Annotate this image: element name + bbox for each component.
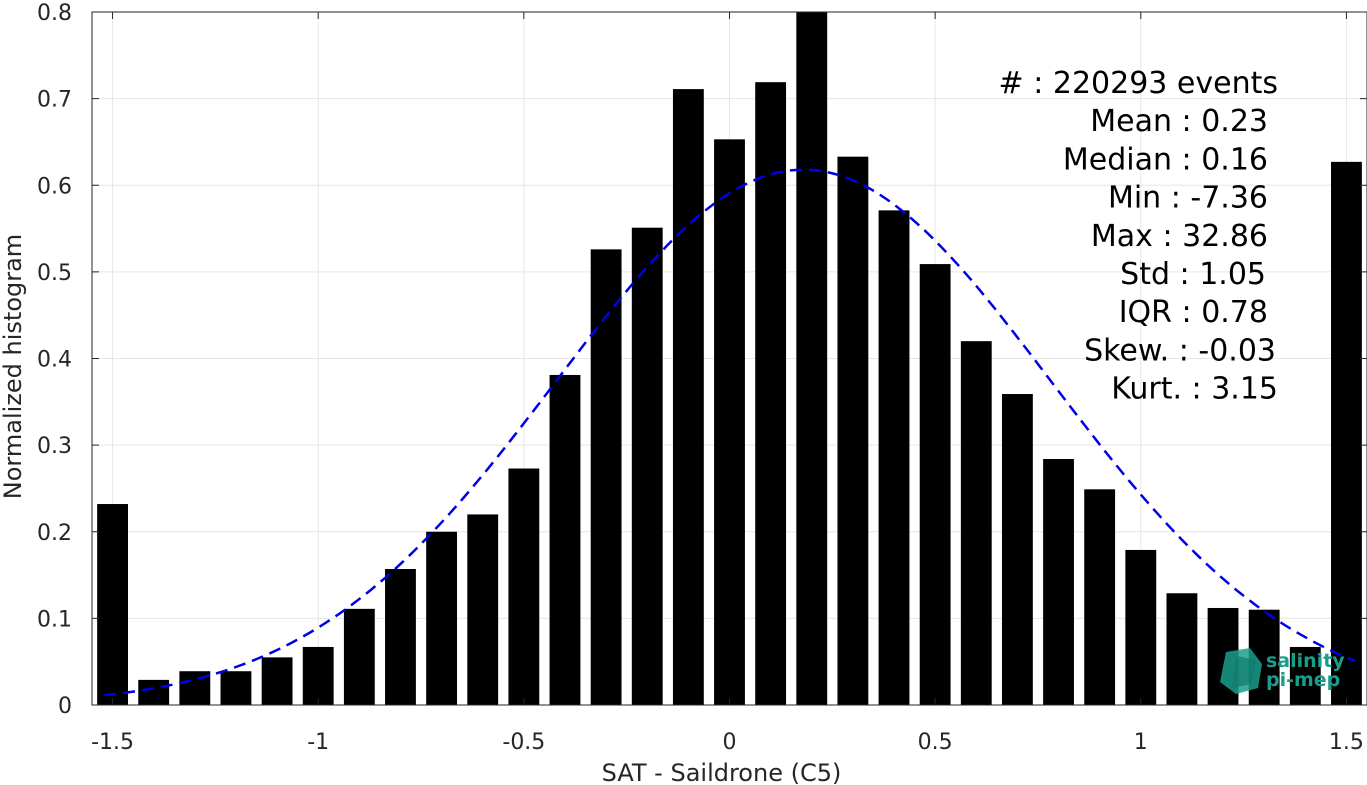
histogram-bar	[1125, 549, 1157, 705]
histogram-bar	[138, 679, 170, 705]
x-axis-ticks: -1.5 -1 -0.5 0 0.5 1 1.5	[91, 12, 1364, 755]
histogram-bar	[467, 514, 499, 705]
histogram-bar	[549, 374, 581, 705]
y-tick-label: 0	[58, 694, 72, 719]
histogram-bar	[508, 468, 540, 705]
histogram-bar	[631, 227, 663, 706]
stats-line: Min : -7.36	[1108, 181, 1268, 216]
salinity-pi-mep-logo: salinity pi-mep	[1220, 648, 1345, 694]
histogram-bar	[1331, 161, 1362, 705]
histogram-bar	[1166, 593, 1198, 705]
x-axis-label: SAT - Saildrone (C5)	[602, 759, 842, 785]
histogram-bar	[1043, 458, 1074, 705]
y-tick-label: 0.5	[37, 261, 72, 286]
y-tick-label: 0.4	[37, 348, 72, 373]
histogram-bar	[878, 210, 910, 705]
histogram-bar	[672, 89, 704, 705]
stats-line: Max : 32.86	[1091, 219, 1268, 254]
x-tick-label: 0.5	[918, 730, 953, 755]
histogram-bar	[220, 671, 252, 705]
stats-line: Median : 0.16	[1063, 142, 1268, 177]
histogram-bar	[343, 608, 375, 705]
histogram-bar	[796, 12, 828, 705]
x-tick-label: 0	[723, 730, 737, 755]
x-tick-label: -0.5	[502, 730, 545, 755]
stats-line: Kurt. : 3.15	[1111, 372, 1278, 407]
x-tick-label: -1.5	[91, 730, 134, 755]
y-tick-label: 0.7	[37, 88, 72, 113]
stats-line: # : 220293 events	[999, 66, 1278, 101]
histogram-bars	[97, 12, 1362, 706]
histogram-bar	[1289, 646, 1321, 705]
histogram-bar	[590, 249, 622, 706]
y-axis-label: Normalized histogram	[0, 234, 27, 499]
normal-fit-curve	[104, 168, 1356, 697]
y-tick-label: 0.6	[37, 174, 72, 199]
histogram-bar	[919, 264, 951, 705]
logo-line-1: salinity	[1266, 650, 1345, 672]
logo-line-2: pi-mep	[1266, 669, 1340, 691]
histogram-bar	[261, 657, 293, 705]
histogram-bar	[755, 82, 787, 705]
stats-line: Std : 1.05	[1120, 257, 1266, 292]
histogram-bar	[426, 531, 458, 705]
histogram-bar	[960, 341, 992, 705]
histogram-bar	[97, 504, 128, 705]
x-tick-label: -1	[307, 730, 329, 755]
stats-line: Skew. : -0.03	[1084, 333, 1276, 368]
histogram-bar	[1084, 489, 1116, 705]
y-tick-label: 0.1	[37, 607, 72, 632]
y-tick-label: 0.8	[37, 1, 72, 26]
histogram-bar	[302, 646, 334, 705]
x-tick-label: 1	[1134, 730, 1148, 755]
y-tick-label: 0.2	[37, 521, 72, 546]
stats-line: Mean : 0.23	[1090, 104, 1268, 139]
histogram-bar	[385, 568, 416, 705]
y-axis-ticks: 0 0.1 0.2 0.3 0.4 0.5 0.6 0.7 0.8	[37, 1, 1367, 719]
logo-mark-facet-icon	[1232, 656, 1256, 688]
x-tick-label: 1.5	[1329, 730, 1364, 755]
y-tick-label: 0.3	[37, 434, 72, 459]
stats-line: IQR : 0.78	[1119, 295, 1268, 330]
histogram-bar	[1001, 394, 1033, 705]
histogram-bar	[714, 139, 745, 705]
histogram-bar	[837, 156, 869, 705]
